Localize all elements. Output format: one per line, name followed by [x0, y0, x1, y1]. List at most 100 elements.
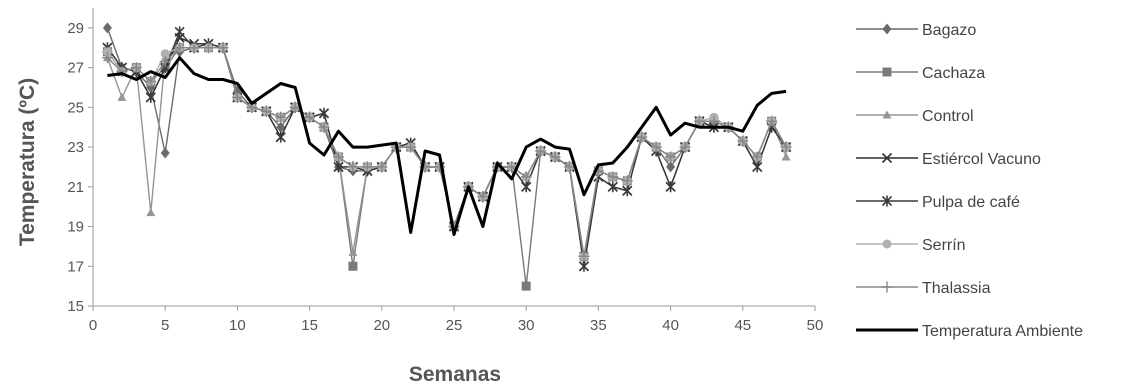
- data-point: [751, 151, 763, 163]
- data-point: [145, 76, 157, 88]
- tick-labels: 0 5 10 15 20 25 30 35 40 45 50 15 17 19 21 23 25 27 29: [67, 20, 823, 334]
- y-tick-label: 27: [67, 60, 84, 77]
- data-point: [231, 91, 243, 103]
- legend-marker: [881, 281, 893, 293]
- series-line: [106, 47, 787, 287]
- series-layer: [101, 22, 792, 291]
- legend-label: Thalassia: [922, 280, 991, 297]
- data-point: [174, 42, 186, 54]
- data-point: [679, 141, 691, 153]
- x-tick-label: 45: [734, 317, 751, 334]
- data-point: [116, 66, 128, 78]
- data-point: [318, 107, 330, 119]
- data-point: [332, 151, 344, 163]
- y-tick-label: 19: [67, 219, 84, 236]
- data-point: [333, 161, 344, 173]
- y-tick-label: 25: [67, 99, 84, 116]
- data-point: [275, 131, 286, 143]
- legend-marker: [882, 67, 892, 77]
- legend-item-temperatura-ambiente: Temperatura Ambiente: [856, 323, 1083, 340]
- data-point: [160, 49, 170, 59]
- data-point: [752, 161, 763, 173]
- x-tick-label: 30: [518, 317, 535, 334]
- data-point: [102, 47, 112, 57]
- x-tick-label: 50: [807, 317, 824, 334]
- data-point: [607, 181, 618, 193]
- data-point: [260, 105, 272, 117]
- data-point: [347, 161, 359, 173]
- data-point: [101, 52, 113, 64]
- y-tick-label: 21: [67, 179, 84, 196]
- legend-item-estiercol-vacuno: Estiércol Vacuno: [856, 151, 1041, 168]
- data-point: [766, 115, 778, 127]
- data-point: [130, 62, 142, 74]
- x-tick-label: 0: [89, 317, 97, 334]
- legend-marker: [881, 195, 893, 207]
- data-point: [578, 260, 590, 272]
- data-point: [203, 42, 215, 54]
- legend-item-serrin: Serrín: [856, 237, 966, 254]
- data-point: [665, 181, 676, 193]
- series-serrin: [102, 43, 791, 261]
- x-tick-label: 25: [446, 317, 463, 334]
- data-point: [708, 115, 720, 127]
- legend-label: Estiércol Vacuno: [922, 151, 1041, 168]
- data-point: [117, 92, 127, 101]
- x-tick-label: 40: [662, 317, 679, 334]
- chart-legend: Bagazo Cachaza Control Estiércol Vacuno Pulp…: [856, 22, 1083, 340]
- data-point: [737, 135, 749, 147]
- legend-item-cachaza: Cachaza: [856, 65, 985, 82]
- data-point: [636, 131, 648, 143]
- data-point: [159, 56, 171, 68]
- data-point: [318, 121, 330, 133]
- y-axis-title: Temperatura (ºC): [16, 78, 39, 246]
- data-point: [521, 281, 531, 291]
- data-point: [361, 161, 373, 173]
- data-point: [145, 91, 156, 103]
- legend-label: Bagazo: [922, 22, 976, 39]
- legend-marker: [881, 152, 893, 164]
- data-point: [188, 42, 200, 54]
- data-point: [376, 161, 388, 173]
- data-point: [405, 141, 417, 153]
- x-tick-label: 15: [301, 317, 318, 334]
- data-point: [578, 250, 590, 262]
- data-point: [521, 181, 532, 193]
- legend-item-control: Control: [856, 108, 974, 125]
- legend-label: Serrín: [922, 237, 966, 254]
- data-point: [217, 42, 229, 54]
- legend-item-pulpa-de-cafe: Pulpa de café: [856, 194, 1020, 211]
- data-point: [275, 111, 287, 123]
- x-tick-label: 20: [373, 317, 390, 334]
- data-point: [506, 161, 518, 173]
- data-point: [780, 141, 792, 153]
- data-point: [665, 151, 677, 163]
- data-point: [348, 247, 358, 256]
- series-line: [107, 56, 787, 236]
- data-point: [146, 208, 156, 217]
- x-tick-label: 10: [229, 317, 246, 334]
- series-temperatura-ambiente: [107, 56, 787, 236]
- data-point: [102, 22, 112, 34]
- y-tick-label: 15: [67, 298, 84, 315]
- series-estiercol-vacuno: [102, 32, 792, 272]
- x-axis-title: Semanas: [409, 363, 501, 386]
- legend-marker: [882, 110, 892, 119]
- legend-label: Cachaza: [922, 65, 985, 82]
- legend-marker: [882, 23, 892, 35]
- series-cachaza: [102, 43, 791, 291]
- y-tick-label: 17: [67, 258, 84, 275]
- y-tick-label: 29: [67, 20, 84, 37]
- series-thalassia: [101, 42, 792, 262]
- data-point: [535, 145, 547, 157]
- legend-marker: [882, 239, 892, 249]
- data-point: [781, 152, 791, 161]
- data-point: [160, 147, 170, 159]
- legend-label: Control: [922, 108, 974, 125]
- x-tick-label: 35: [590, 317, 607, 334]
- data-point: [693, 115, 705, 127]
- data-point: [622, 185, 633, 197]
- x-tick-label: 5: [161, 317, 169, 334]
- data-point: [174, 26, 185, 38]
